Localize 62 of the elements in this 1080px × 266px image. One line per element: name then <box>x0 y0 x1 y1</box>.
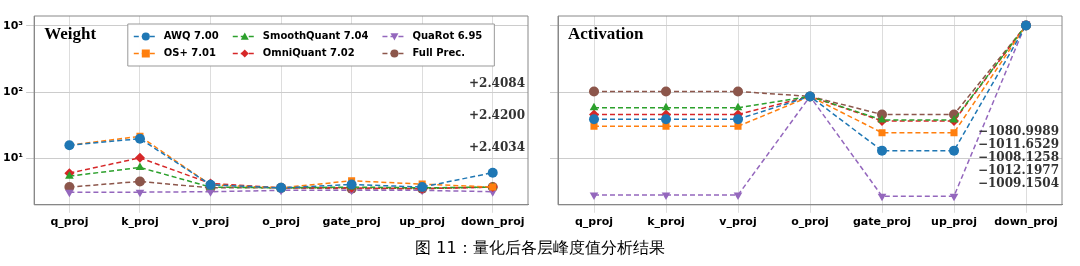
annotation: −1008.1258 <box>977 150 1059 165</box>
legend-label: AWQ 7.00 <box>163 30 219 42</box>
text: Activation <box>568 23 645 43</box>
point <box>878 129 886 137</box>
point <box>590 122 598 130</box>
y-tick-label: 10² <box>2 84 24 98</box>
legend-label: SmoothQuant 7.04 <box>262 30 369 42</box>
y-tick-label: 10¹ <box>2 151 24 165</box>
annotation: −1011.6529 <box>977 137 1059 152</box>
x-tick-label: o_proj <box>791 215 829 229</box>
point <box>877 193 887 202</box>
annotation: +2.4084 <box>469 76 525 91</box>
x-tick-label: down_proj <box>994 215 1058 229</box>
annotation: −1080.9989 <box>977 124 1059 139</box>
point <box>733 192 743 201</box>
point <box>134 176 145 187</box>
x-tick-label: down_proj <box>460 215 525 229</box>
x-tick-label: k_proj <box>647 215 685 229</box>
legend-label: OS+ 7.01 <box>163 47 217 59</box>
point <box>135 162 145 170</box>
point <box>877 145 887 156</box>
point <box>661 86 671 97</box>
x-tick-label: up_proj <box>399 215 446 229</box>
x-tick-label: gate_proj <box>322 215 381 229</box>
legend-label: QuaRot 6.95 <box>412 30 483 42</box>
point <box>134 133 145 144</box>
point <box>733 102 743 111</box>
point <box>661 114 671 125</box>
point <box>733 114 743 125</box>
x-tick-label: gate_proj <box>852 215 912 229</box>
x-tick-label: v_proj <box>719 215 757 229</box>
point <box>733 86 743 97</box>
text: Weight <box>44 23 97 43</box>
x-tick-label: v_proj <box>191 215 230 229</box>
point <box>589 114 599 125</box>
point <box>949 193 959 202</box>
x-tick-label: o_proj <box>262 215 300 229</box>
point <box>589 86 599 97</box>
x-tick-label: q_proj <box>50 215 89 229</box>
point <box>734 122 742 130</box>
point <box>950 129 958 137</box>
x-tick-label: q_proj <box>574 215 614 229</box>
annotation: +2.4034 <box>469 140 525 155</box>
legend-label: Full Prec. <box>412 47 466 59</box>
point <box>134 152 145 163</box>
point <box>589 192 599 201</box>
annotation: −1012.1977 <box>977 163 1059 178</box>
annotation: −1009.1504 <box>977 176 1059 191</box>
point <box>589 102 599 111</box>
point <box>487 167 498 178</box>
point <box>135 189 145 198</box>
point <box>661 192 671 201</box>
point <box>949 145 959 156</box>
annotation: +2.4200 <box>469 108 525 123</box>
x-tick-label: k_proj <box>121 215 159 229</box>
point <box>661 102 671 111</box>
legend-label: OmniQuant 7.02 <box>262 47 355 59</box>
caption: 图 11：量化后各层峰度值分析结果 <box>414 238 666 259</box>
x-tick-label: up_proj <box>931 215 977 229</box>
point <box>65 189 74 198</box>
y-tick-label: 10³ <box>2 18 24 32</box>
point <box>662 122 670 130</box>
